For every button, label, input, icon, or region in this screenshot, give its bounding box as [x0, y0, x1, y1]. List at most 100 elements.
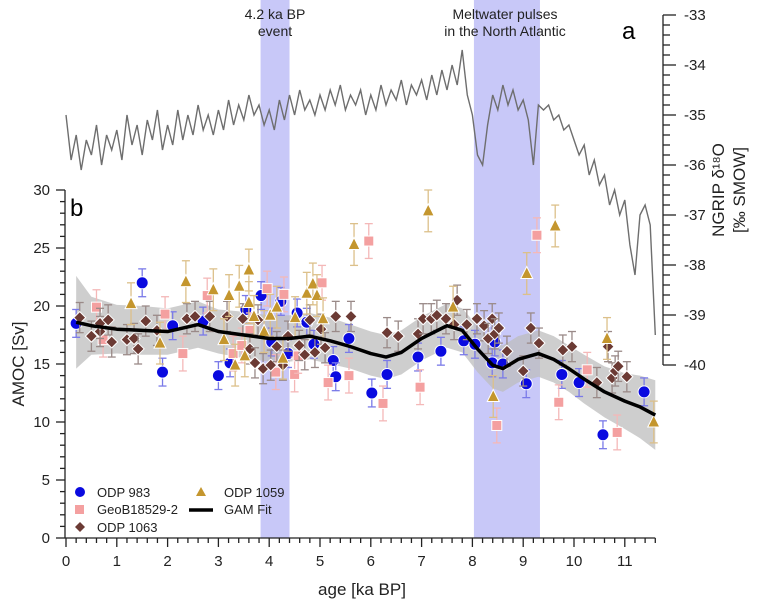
triangle-marker: [347, 236, 361, 251]
circle-marker: [342, 331, 356, 345]
x-tick-label: 6: [367, 553, 375, 570]
legend-label-odp983: ODP 983: [97, 485, 150, 500]
odp-1063-point: [292, 329, 306, 362]
right-tick-label: -36: [684, 157, 706, 174]
square-marker: [322, 377, 334, 389]
square-marker: [531, 229, 543, 241]
diamond-marker: [84, 329, 99, 343]
legend-label-odp1063: ODP 1063: [97, 520, 157, 535]
geob18529-2-point: [278, 276, 290, 313]
diamond-marker: [131, 342, 145, 356]
odp-1059-point: [206, 268, 221, 312]
geob18529-2-point: [177, 335, 189, 372]
triangle-marker: [217, 331, 231, 346]
circle-marker: [637, 385, 651, 399]
square-marker: [553, 396, 565, 408]
ngrip-panel-a: [65, 49, 656, 336]
panel-label-b: b: [70, 195, 83, 222]
gam-fit-curve: [75, 320, 657, 417]
chart-labels: 4.2 ka BP event Meltwater pulses in the …: [9, 6, 749, 599]
diamond-marker: [391, 329, 405, 343]
odp-1059-point: [270, 285, 284, 329]
circle-marker: [411, 350, 425, 364]
square-marker: [90, 301, 102, 313]
diamond-marker: [500, 344, 514, 358]
triangle-marker: [238, 347, 252, 362]
legend-marker-odp983: [75, 487, 85, 497]
odp-1063-point: [516, 355, 530, 387]
circle-marker: [135, 276, 149, 290]
odp-1063-point: [380, 316, 394, 349]
triangle-marker: [600, 330, 614, 344]
triangle-marker: [206, 281, 221, 296]
odp-983-point: [365, 378, 379, 408]
diamond-marker: [318, 341, 332, 355]
square-marker: [316, 277, 328, 289]
square-marker: [201, 290, 213, 302]
triangle-marker: [316, 310, 330, 325]
odp-1063-point: [524, 312, 538, 344]
odp-1063-point: [620, 361, 634, 393]
legend: ODP 983 GeoB18529-2 ODP 1063 ODP 1059 GA…: [75, 485, 284, 535]
diamond-marker: [532, 336, 546, 350]
square-marker: [581, 364, 593, 376]
odp-1059-point: [217, 318, 231, 362]
odp-983-point: [434, 336, 448, 366]
right-axis-label-line1: NGRIP δ¹⁸O: [709, 143, 728, 237]
ngrip-d18o-line: [65, 49, 656, 336]
square-marker: [261, 283, 273, 295]
odp-1059-point: [548, 204, 563, 248]
geob18529-2-point: [322, 364, 334, 401]
panel-label-a: a: [622, 18, 636, 45]
legend-label-geob18529: GeoB18529-2: [97, 502, 178, 517]
geob18529-2-point: [414, 369, 426, 406]
odp-1063-point: [477, 309, 491, 342]
y-tick-label: 10: [33, 414, 50, 431]
odp-1059-point: [421, 189, 436, 233]
triangle-marker: [306, 275, 320, 290]
right-tick-label: -38: [684, 257, 706, 274]
odp-1059-point: [222, 274, 236, 318]
odp-983-point: [211, 361, 225, 391]
band-label-4-2ka-line2: event: [258, 23, 292, 39]
right-tick-label: -33: [684, 7, 706, 24]
diamond-marker: [243, 342, 257, 356]
diamond-marker: [516, 364, 530, 378]
triangle-marker: [263, 307, 278, 321]
x-tick-label: 7: [417, 553, 425, 570]
y-axis-label: AMOC [Sv]: [9, 321, 28, 406]
diamond-marker: [292, 338, 306, 353]
x-tick-label: 8: [468, 553, 476, 570]
diamond-marker: [460, 317, 474, 332]
diamond-marker: [470, 312, 484, 326]
triangle-marker: [232, 278, 247, 292]
odp-1059-point: [232, 264, 247, 308]
triangle-marker: [486, 388, 501, 402]
diamond-marker: [329, 309, 343, 324]
odp-983-point: [596, 420, 610, 450]
square-marker: [289, 368, 301, 380]
odp-1063-point: [492, 312, 506, 344]
legend-marker-odp1063: [75, 522, 85, 532]
odp-1063-point: [565, 330, 579, 363]
odp-1063-point: [344, 300, 358, 333]
x-tick-label: 9: [519, 553, 527, 570]
diamond-marker: [344, 309, 358, 324]
y-tick-label: 20: [33, 298, 50, 315]
odp-1063-point: [203, 300, 217, 333]
odp-1059-point: [600, 316, 614, 361]
triangle-marker: [153, 335, 167, 349]
band-label-meltwater-line2: in the North Atlantic: [444, 23, 565, 39]
y-tick-label: 30: [33, 182, 50, 199]
circle-marker: [434, 344, 448, 358]
triangle-marker: [242, 294, 256, 309]
odp-1063-point: [248, 347, 262, 379]
odp-1059-point: [124, 282, 138, 326]
diamond-marker: [611, 359, 625, 374]
square-marker: [414, 381, 426, 393]
diamond-marker: [308, 345, 322, 360]
odp-1059-point: [276, 336, 290, 380]
diamond-marker: [188, 309, 202, 324]
triangle-marker: [519, 265, 534, 280]
x-tick-label: 5: [316, 553, 324, 570]
